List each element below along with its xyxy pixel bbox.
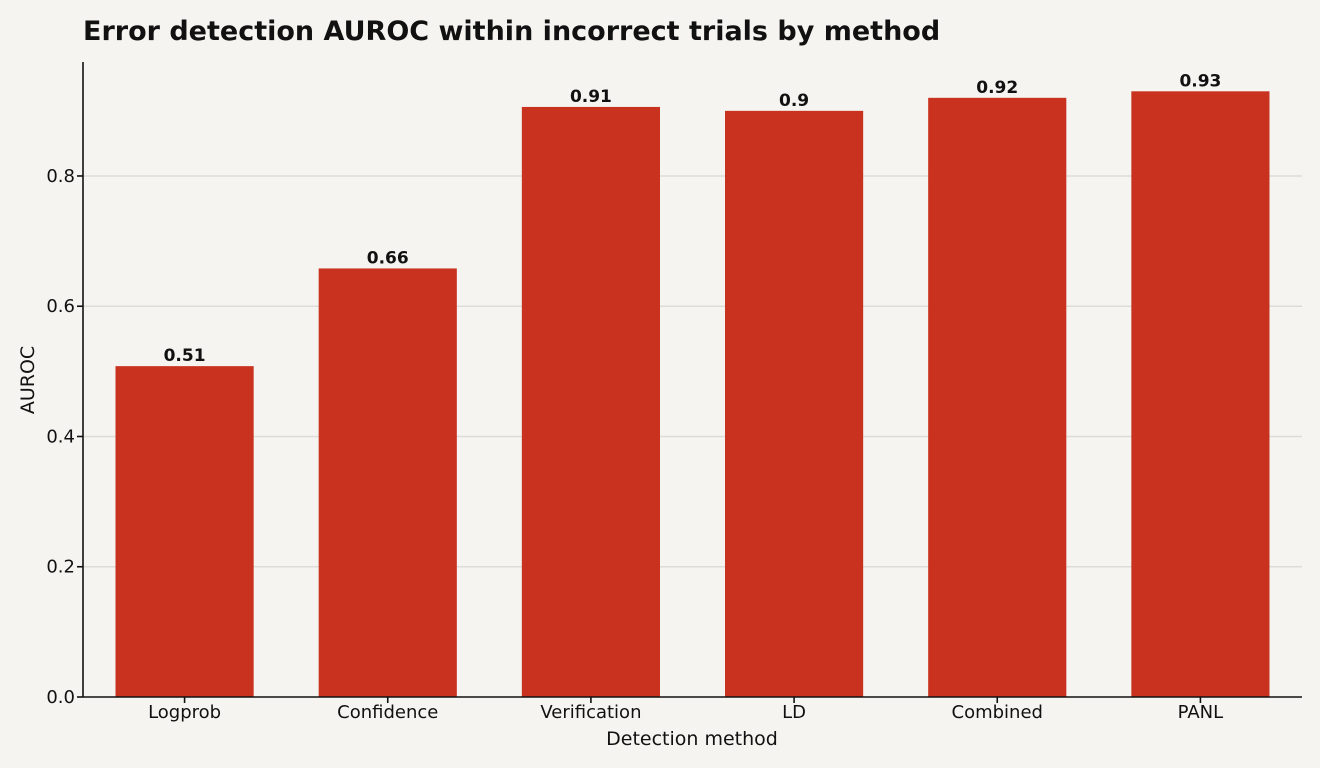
chart-title: Error detection AUROC within incorrect t… — [83, 16, 940, 47]
x-tick-label: Combined — [952, 702, 1043, 723]
x-tick-label: PANL — [1178, 702, 1224, 723]
bar-value-label: 0.51 — [164, 346, 206, 366]
y-axis-label: AUROC — [17, 346, 39, 414]
y-tick-label: 0.8 — [46, 166, 75, 187]
bar — [725, 110, 864, 698]
gridlines — [83, 175, 1302, 568]
bar-value-label: 0.9 — [779, 91, 809, 111]
x-axis-label: Detection method — [606, 728, 778, 750]
bar — [318, 268, 457, 697]
axes: 0.0 0.2 0.4 0.6 0.8 Logprob Confidence Verifica… — [46, 62, 1302, 723]
x-tick-label: Verification — [540, 702, 641, 723]
bar — [928, 97, 1067, 698]
bar — [115, 366, 254, 697]
y-tick-label: 0.2 — [46, 557, 75, 578]
bar — [1131, 91, 1270, 698]
y-tick-label: 0.0 — [46, 687, 75, 708]
bar-value-label: 0.93 — [1179, 71, 1221, 91]
x-tick-label: Logprob — [148, 702, 221, 723]
x-tick-label: Confidence — [337, 702, 438, 723]
y-tick-label: 0.4 — [46, 426, 75, 447]
y-tick-label: 0.6 — [46, 296, 75, 317]
bar — [521, 106, 660, 697]
bars — [115, 91, 1270, 698]
data-labels: 0.51 0.66 0.91 0.9 0.92 0.93 — [164, 71, 1222, 366]
bar-value-label: 0.66 — [367, 248, 409, 268]
x-tick-label: LD — [782, 702, 806, 723]
bar-value-label: 0.91 — [570, 87, 612, 107]
bar-value-label: 0.92 — [976, 78, 1018, 98]
